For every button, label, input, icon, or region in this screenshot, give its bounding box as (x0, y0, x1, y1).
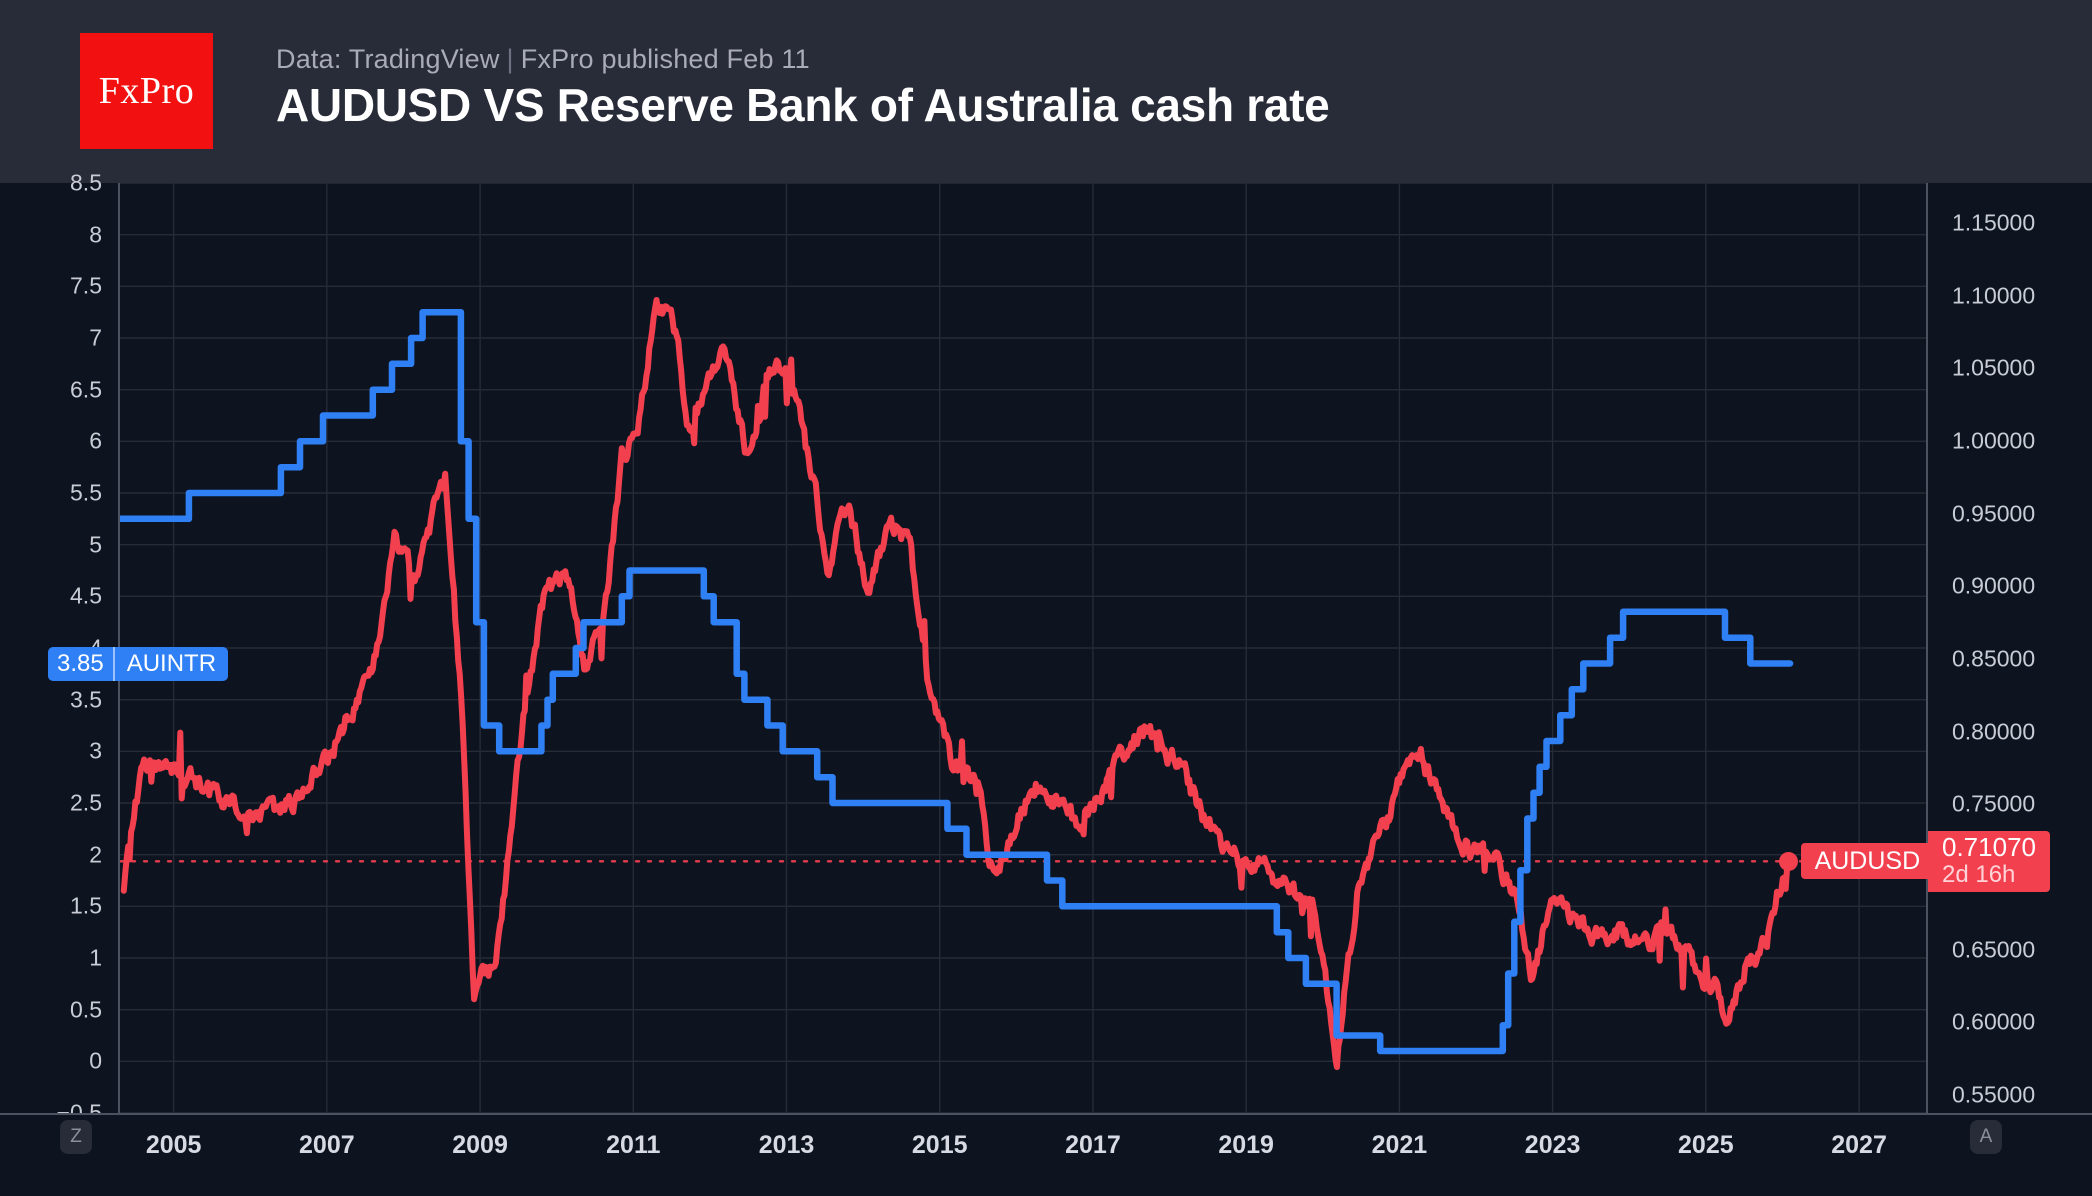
x-axis-tick: 2009 (452, 1131, 508, 1159)
right-y-axis[interactable]: 1.15000 1.10000 1.05000 1.00000 0.95000 0.900… (1928, 183, 2092, 1113)
left-axis-tick: 0 (89, 1047, 102, 1074)
subtitle-publisher: FxPro published Feb 11 (520, 44, 810, 74)
audusd-symbol-badge[interactable]: AUDUSD (1800, 843, 1935, 880)
fxpro-logo: FxPro (80, 33, 213, 149)
x-axis-tick: 2005 (145, 1131, 202, 1159)
left-axis-tick: 8 (89, 221, 102, 248)
left-axis-tick: 1 (89, 944, 102, 971)
x-axis-tick: 2007 (299, 1131, 355, 1159)
right-axis-tick: 1.10000 (1952, 282, 2036, 309)
right-axis-line (1926, 183, 1928, 1113)
left-axis-tick: 1.5 (70, 892, 102, 919)
left-axis-tick: 4.5 (70, 582, 102, 609)
x-axis-tick: 2017 (1065, 1131, 1121, 1159)
right-axis-tick: 0.75000 (1952, 790, 2036, 817)
right-axis-tick: 1.00000 (1952, 427, 2036, 454)
left-axis-tick: 3 (89, 737, 102, 764)
right-axis-tick: 0.80000 (1952, 718, 2036, 745)
x-axis-line (0, 1113, 2092, 1115)
right-axis-tick: 0.60000 (1952, 1008, 2036, 1035)
gridlines (120, 183, 1928, 1113)
right-axis-tick: 0.90000 (1952, 572, 2036, 599)
right-axis-tick: 0.65000 (1952, 936, 2036, 963)
left-axis-tick: 0.5 (70, 996, 102, 1023)
left-axis-tick: 7 (89, 324, 102, 351)
chart-header: FxPro Data: TradingView | FxPro published … (0, 0, 2092, 183)
timezone-badge[interactable]: Z (60, 1120, 92, 1154)
x-axis-tick: 2011 (606, 1131, 661, 1159)
plot-area[interactable] (116, 183, 1930, 1113)
right-axis-tick: 1.05000 (1952, 354, 2036, 381)
x-axis[interactable]: 2005 2007 2009 2011 2013 2015 2017 2019 2021 2023… (0, 1115, 2092, 1196)
x-axis-tick: 2027 (1831, 1131, 1887, 1159)
audusd-countdown: 2d 16h (1942, 860, 2016, 888)
series-layer (116, 183, 1930, 1113)
right-axis-tick: 1.15000 (1952, 209, 2036, 236)
x-axis-tick: 2019 (1218, 1131, 1274, 1159)
right-axis-tick: 0.95000 (1952, 500, 2036, 527)
subtitle-source: Data: TradingView (276, 44, 500, 74)
x-axis-tick: 2013 (758, 1131, 815, 1159)
auto-scale-badge[interactable]: A (1970, 1120, 2002, 1154)
page-title: AUDUSD VS Reserve Bank of Australia cash… (276, 79, 1330, 131)
audusd-price: 0.71070 (1942, 832, 2036, 863)
x-axis-tick: 2025 (1678, 1131, 1734, 1159)
left-axis-tick: 5 (89, 531, 102, 558)
x-axis-tick: 2021 (1371, 1131, 1428, 1159)
left-axis-tick: 6.5 (70, 376, 102, 403)
auintr-symbol: AUINTR (114, 646, 229, 681)
x-axis-tick: 2023 (1524, 1131, 1581, 1159)
fxpro-logo-text: FxPro (98, 70, 195, 112)
auintr-value: 3.85 (48, 646, 113, 681)
left-axis-tick: 6 (89, 427, 102, 454)
badge-divider (112, 646, 115, 681)
left-axis-tick: 2 (89, 841, 102, 868)
right-axis-tick: 0.55000 (1952, 1081, 2036, 1108)
left-axis-tick: 2.5 (70, 789, 102, 816)
left-axis-tick: 7.5 (70, 272, 102, 299)
audusd-price-badge[interactable]: 0.71070 2d 16h (1928, 831, 2050, 893)
auintr-price-badge[interactable]: 3.85 AUINTR (48, 646, 229, 681)
subtitle-separator: | (506, 44, 514, 74)
right-axis-tick: 0.85000 (1952, 645, 2036, 672)
audusd-last-point-marker (1779, 851, 1799, 871)
left-axis-tick: 8.5 (70, 169, 102, 196)
left-axis-tick: 3.5 (70, 686, 102, 713)
chart-subtitle: Data: TradingView | FxPro published Feb 11 (276, 44, 810, 75)
x-axis-tick: 2015 (911, 1131, 968, 1159)
left-axis-tick: 5.5 (70, 479, 102, 506)
